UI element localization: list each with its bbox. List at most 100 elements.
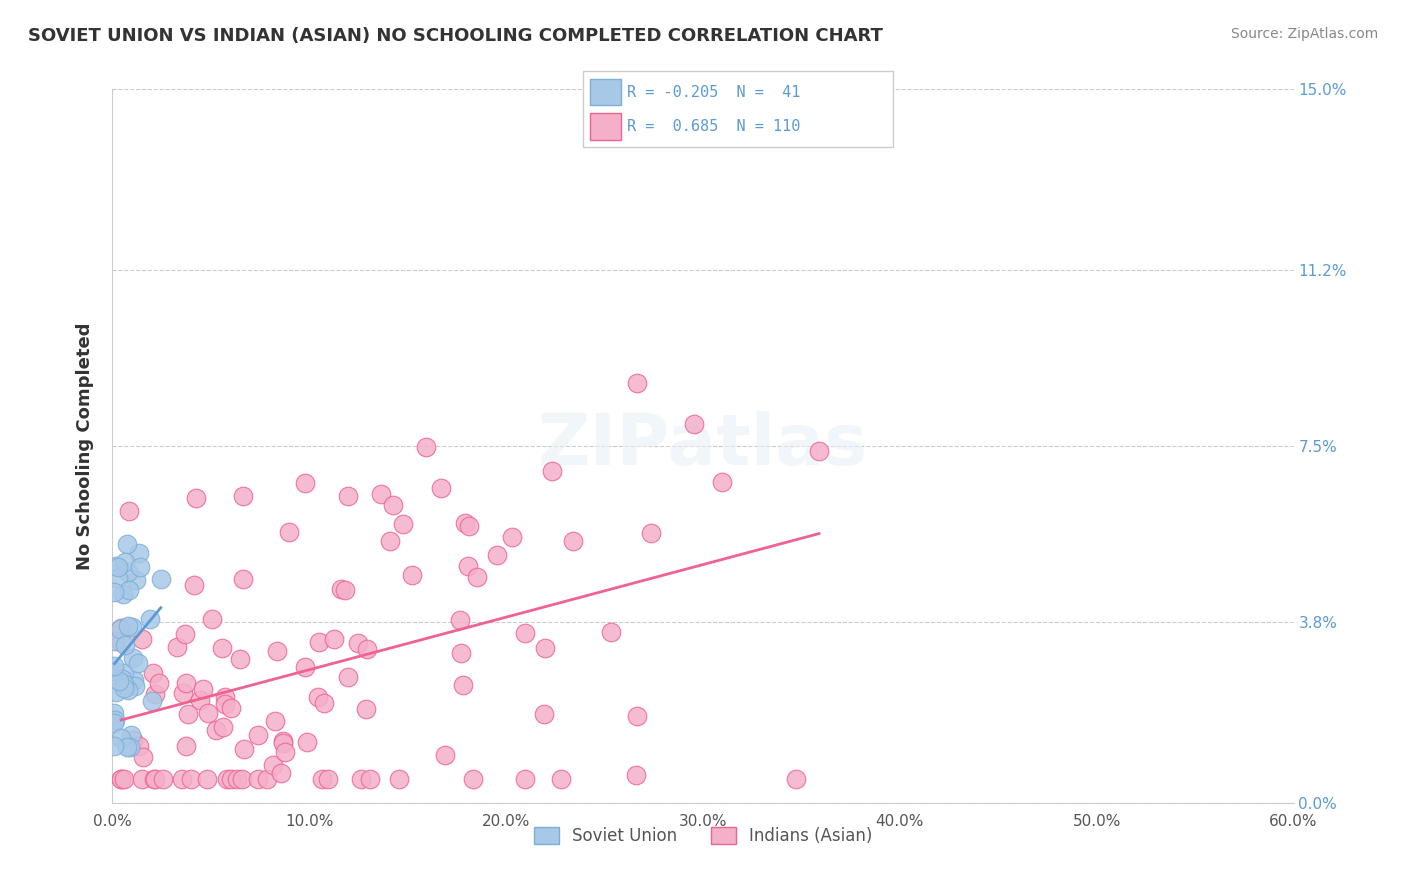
Point [103, 739, 125, 753]
Point [337, 489, 360, 503]
Point [103, 706, 125, 720]
Point [112, 665, 135, 680]
Point [120, 728, 142, 742]
Point [228, 651, 250, 665]
Point [121, 650, 143, 665]
Point [214, 698, 236, 712]
Point [103, 658, 125, 673]
Point [110, 621, 132, 635]
Point [110, 772, 132, 786]
Point [430, 481, 453, 495]
Point [131, 772, 153, 786]
Point [131, 632, 153, 646]
Point [104, 559, 127, 574]
Point [626, 376, 648, 391]
Point [711, 475, 734, 490]
Point [122, 733, 145, 747]
Point [316, 772, 339, 786]
Point [174, 675, 197, 690]
Point [104, 633, 127, 648]
Point [233, 742, 256, 756]
Point [217, 772, 239, 786]
Legend: Soviet Union, Indians (Asian): Soviet Union, Indians (Asian) [527, 820, 879, 852]
Point [501, 530, 523, 544]
Point [307, 690, 329, 704]
Point [359, 772, 381, 786]
Point [294, 475, 316, 490]
Point [219, 772, 242, 786]
Point [107, 571, 129, 585]
Point [513, 772, 536, 786]
Point [176, 739, 198, 754]
Point [112, 587, 135, 601]
Point [457, 559, 479, 574]
Point [128, 546, 150, 560]
Point [142, 665, 165, 680]
Point [118, 504, 141, 518]
Bar [589, 79, 620, 105]
Point [640, 526, 662, 541]
Point [450, 646, 472, 660]
Point [149, 573, 172, 587]
Point [117, 682, 139, 697]
Point [117, 618, 139, 632]
Point [264, 714, 287, 729]
Point [465, 570, 488, 584]
Point [401, 567, 423, 582]
Point [682, 417, 704, 431]
Point [132, 750, 155, 764]
Point [120, 739, 142, 754]
Point [111, 672, 134, 686]
Point [188, 693, 211, 707]
Point [114, 555, 136, 569]
Point [561, 534, 583, 549]
Point [256, 772, 278, 786]
Point [143, 687, 166, 701]
Point [454, 516, 477, 530]
Point [457, 519, 479, 533]
Point [347, 636, 370, 650]
Point [311, 772, 333, 786]
Point [449, 613, 471, 627]
Point [533, 641, 555, 656]
Point [354, 702, 377, 716]
Point [392, 516, 415, 531]
Point [247, 772, 270, 786]
Point [550, 772, 572, 786]
Point [231, 772, 253, 786]
Point [129, 560, 152, 574]
Point [195, 772, 218, 786]
Point [232, 572, 254, 586]
Point [337, 669, 360, 683]
Point [212, 720, 235, 734]
Point [112, 677, 135, 691]
Point [270, 765, 292, 780]
Point [294, 660, 316, 674]
Point [626, 709, 648, 723]
Point [370, 487, 392, 501]
Point [197, 706, 219, 721]
Point [139, 612, 162, 626]
Point [108, 622, 131, 636]
Point [785, 772, 807, 786]
Text: R =  0.685  N = 110: R = 0.685 N = 110 [627, 120, 800, 134]
Point [186, 491, 208, 506]
Point [486, 548, 509, 562]
Point [808, 444, 831, 458]
Text: ZIPatlas: ZIPatlas [538, 411, 868, 481]
Point [128, 739, 150, 753]
Point [415, 440, 437, 454]
Y-axis label: No Schooling Completed: No Schooling Completed [76, 322, 94, 570]
Point [297, 735, 319, 749]
Point [515, 626, 537, 640]
Point [152, 772, 174, 786]
Point [122, 673, 145, 687]
Point [219, 701, 242, 715]
Point [624, 767, 647, 781]
Point [117, 537, 139, 551]
Point [541, 464, 564, 478]
Point [170, 772, 193, 786]
Point [183, 578, 205, 592]
Bar [589, 113, 620, 140]
Point [232, 489, 254, 503]
